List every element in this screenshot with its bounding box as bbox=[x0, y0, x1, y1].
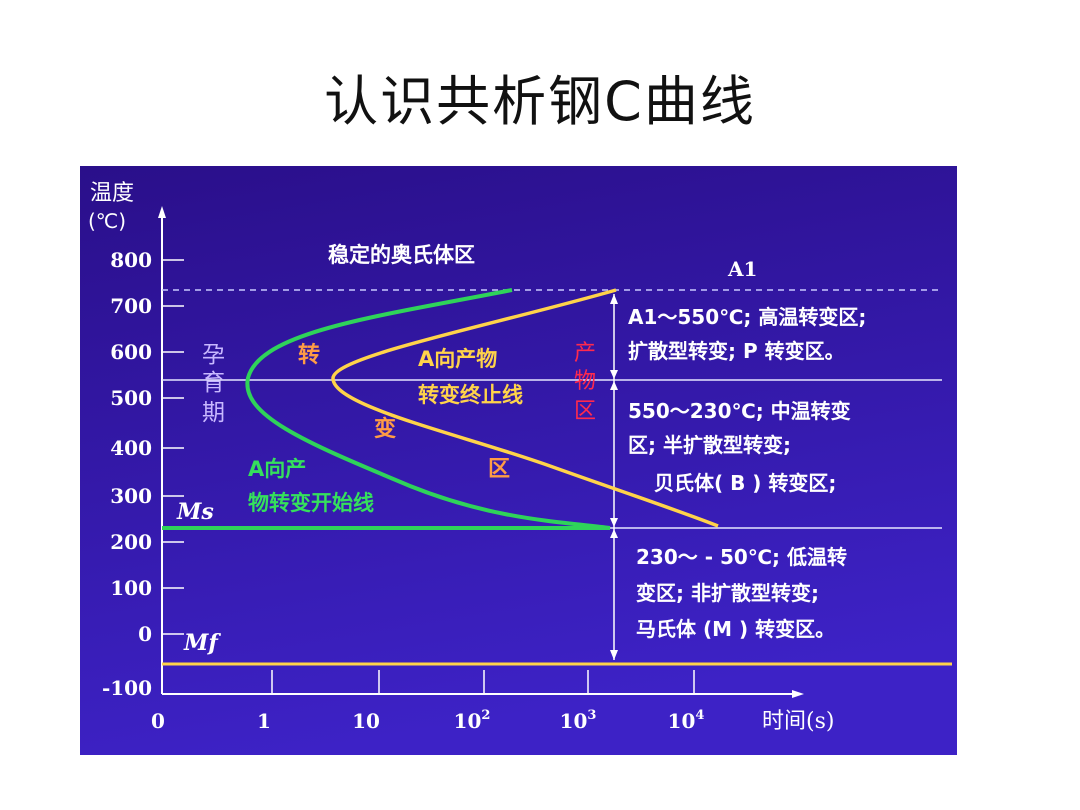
x-tick-base: 10 bbox=[454, 709, 482, 733]
x-tick-label: 10 bbox=[352, 709, 380, 733]
start-line-label-1: A向产 bbox=[248, 457, 306, 481]
zone-low-line: 230～ - 50℃; 低温转 bbox=[636, 545, 847, 569]
c-curve-diagram: 温度 (℃) 时间(s) 800 700 600 500 400 300 200… bbox=[80, 166, 957, 755]
mf-label: Mf bbox=[183, 630, 221, 656]
x-tick-marks bbox=[271, 670, 695, 694]
y-tick-label: 600 bbox=[110, 340, 152, 364]
x-tick-label: 103 bbox=[560, 708, 597, 733]
stable-austenite-label: 稳定的奥氏体区 bbox=[328, 243, 475, 267]
end-line-label-2: 转变终止线 bbox=[418, 383, 523, 407]
y-tick-label: 400 bbox=[110, 436, 152, 460]
x-axis-label: 时间(s) bbox=[762, 709, 834, 734]
zone-low-line: 马氏体 (M ) 转变区。 bbox=[636, 617, 835, 641]
zone-mid-line: 贝氏体( B ) 转变区; bbox=[654, 471, 836, 495]
page-title: 认识共析钢C曲线 bbox=[324, 70, 756, 133]
zone-low-line: 变区; 非扩散型转变; bbox=[636, 581, 819, 605]
x-tick-base: 10 bbox=[560, 709, 588, 733]
diagram-background bbox=[80, 166, 957, 755]
product-region-char: 区 bbox=[574, 399, 596, 424]
ms-label: Ms bbox=[176, 499, 214, 525]
x-axis-arrow bbox=[792, 690, 804, 698]
zone-arrowheads bbox=[610, 294, 618, 660]
incubation-char: 期 bbox=[202, 400, 225, 426]
y-tick-label: 100 bbox=[110, 576, 152, 600]
transform-region-char: 区 bbox=[488, 457, 510, 482]
x-tick-label: 0 bbox=[151, 709, 165, 733]
y-tick-label: 500 bbox=[110, 386, 152, 410]
product-region-char: 物 bbox=[574, 369, 596, 394]
x-tick-exponent: 3 bbox=[587, 708, 596, 723]
zone-high-text: A1～550℃; 高温转变区; 扩散型转变; P 转变区。 bbox=[628, 305, 866, 363]
y-tick-label: 800 bbox=[110, 248, 152, 272]
y-tick-labels: 800 700 600 500 400 300 200 100 0 -100 bbox=[102, 248, 152, 700]
y-tick-marks bbox=[162, 259, 184, 635]
a1-label: A1 bbox=[727, 257, 757, 281]
x-tick-label: 102 bbox=[454, 708, 491, 733]
transform-region-char: 变 bbox=[374, 416, 396, 442]
zone-mid-line: 区; 半扩散型转变; bbox=[628, 433, 791, 457]
x-tick-base: 10 bbox=[668, 709, 696, 733]
y-tick-label: -100 bbox=[102, 676, 152, 700]
end-line-label-1: A向产物 bbox=[418, 347, 497, 371]
y-tick-label: 300 bbox=[110, 484, 152, 508]
y-axis-arrow bbox=[158, 206, 166, 218]
y-axis-label-2: (℃) bbox=[88, 209, 126, 233]
incubation-label: 孕 育 期 bbox=[202, 342, 225, 426]
zone-low-text: 230～ - 50℃; 低温转 变区; 非扩散型转变; 马氏体 (M ) 转变区… bbox=[636, 545, 847, 641]
incubation-char: 孕 bbox=[202, 342, 225, 368]
transformation-end-curve bbox=[331, 288, 719, 528]
y-tick-label: 0 bbox=[138, 622, 152, 646]
x-tick-labels: 0 1 10 102 103 104 bbox=[151, 708, 704, 733]
product-region-label: 产 物 区 bbox=[574, 341, 596, 424]
zone-high-line: 扩散型转变; P 转变区。 bbox=[628, 339, 845, 363]
product-region-char: 产 bbox=[574, 341, 596, 366]
x-tick-label: 104 bbox=[668, 708, 705, 733]
start-line-label-2: 物转变开始线 bbox=[248, 491, 374, 515]
x-tick-exponent: 2 bbox=[481, 708, 490, 723]
zone-high-line: A1～550℃; 高温转变区; bbox=[628, 305, 866, 329]
zone-mid-text: 550～230℃; 中温转变 区; 半扩散型转变; 贝氏体( B ) 转变区; bbox=[628, 399, 851, 495]
y-tick-label: 200 bbox=[110, 530, 152, 554]
incubation-char: 育 bbox=[202, 370, 225, 396]
y-axis-label-1: 温度 bbox=[90, 181, 134, 206]
x-tick-exponent: 4 bbox=[695, 708, 704, 723]
transform-region-char: 转 bbox=[298, 342, 320, 368]
zone-mid-line: 550～230℃; 中温转变 bbox=[628, 399, 851, 423]
transformation-start-curve bbox=[162, 288, 611, 530]
y-tick-label: 700 bbox=[110, 294, 152, 318]
x-tick-label: 1 bbox=[257, 709, 271, 733]
